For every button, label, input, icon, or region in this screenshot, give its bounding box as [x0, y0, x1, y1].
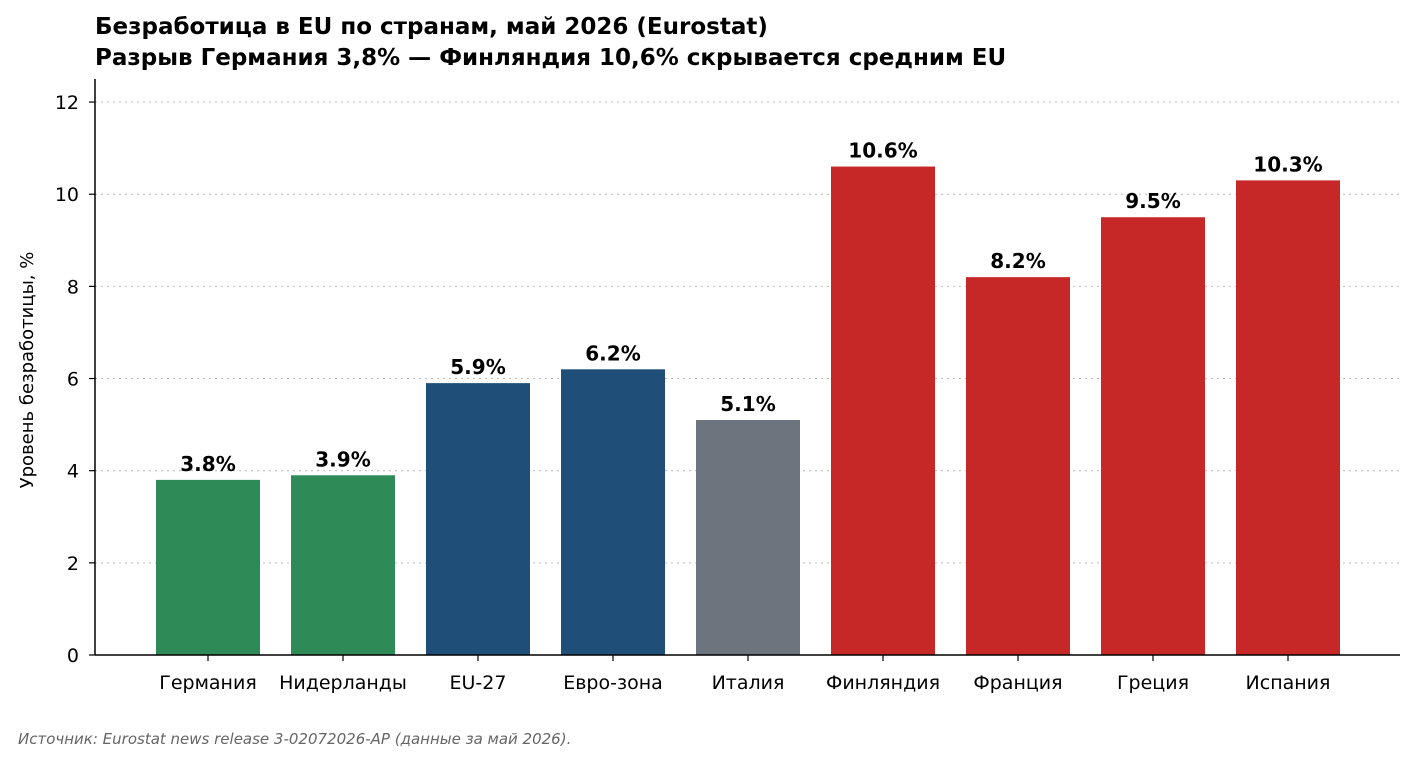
y-tick-label: 2	[67, 553, 79, 575]
bar	[156, 479, 260, 655]
bar	[696, 419, 800, 655]
x-tick-label: Германия	[159, 672, 257, 694]
x-tick-label: Евро-зона	[563, 672, 663, 694]
bar	[831, 166, 935, 655]
bars: 3.8% 3.9% 5.9% 6.2% 5.1% 10.6% 8.2% 9.5% 10.3%	[156, 139, 1340, 656]
y-axis-label: Уровень безработицы, %	[17, 252, 38, 489]
bar-value-label: 5.9%	[450, 355, 505, 379]
bar-value-label: 10.3%	[1253, 152, 1322, 176]
y-tick-label: 12	[55, 92, 79, 114]
y-tick-label: 6	[67, 369, 79, 391]
axes: 0 2 4 6 8 10 12 Германия Нидерланды EU-27 Евро-зон…	[55, 79, 1400, 694]
bar-value-label: 9.5%	[1125, 189, 1180, 213]
x-tick-label: Финляндия	[826, 672, 940, 694]
y-tick-label: 10	[55, 184, 79, 206]
bar-value-label: 3.8%	[180, 452, 235, 476]
bar-value-label: 6.2%	[585, 341, 640, 365]
bar	[426, 383, 530, 655]
bar-value-label: 3.9%	[315, 447, 370, 471]
chart-subtitle: Разрыв Германия 3,8% — Финляндия 10,6% с…	[95, 45, 1007, 71]
y-tick-label: 0	[67, 645, 79, 667]
source-note: Источник: Eurostat news release 3-020720…	[18, 730, 572, 748]
bar	[966, 277, 1070, 655]
bar-value-label: 8.2%	[990, 249, 1045, 273]
y-tick-label: 4	[67, 461, 79, 483]
y-tick-label: 8	[67, 276, 79, 298]
bar-value-label: 10.6%	[848, 139, 917, 163]
bar-value-label: 5.1%	[720, 392, 775, 416]
bar	[291, 475, 395, 655]
x-tick-label: EU-27	[450, 672, 507, 694]
bar	[561, 369, 665, 655]
bar	[1101, 217, 1205, 656]
bar	[1236, 180, 1340, 655]
x-tick-label: Греция	[1117, 672, 1189, 694]
x-tick-label: Франция	[973, 672, 1062, 694]
chart-title-block: Безработица в EU по странам, май 2026 (E…	[95, 12, 1006, 74]
x-tick-label: Испания	[1246, 672, 1331, 694]
x-tick-label: Италия	[712, 672, 785, 694]
chart-title: Безработица в EU по странам, май 2026 (E…	[95, 14, 768, 40]
x-tick-label: Нидерланды	[279, 672, 407, 694]
